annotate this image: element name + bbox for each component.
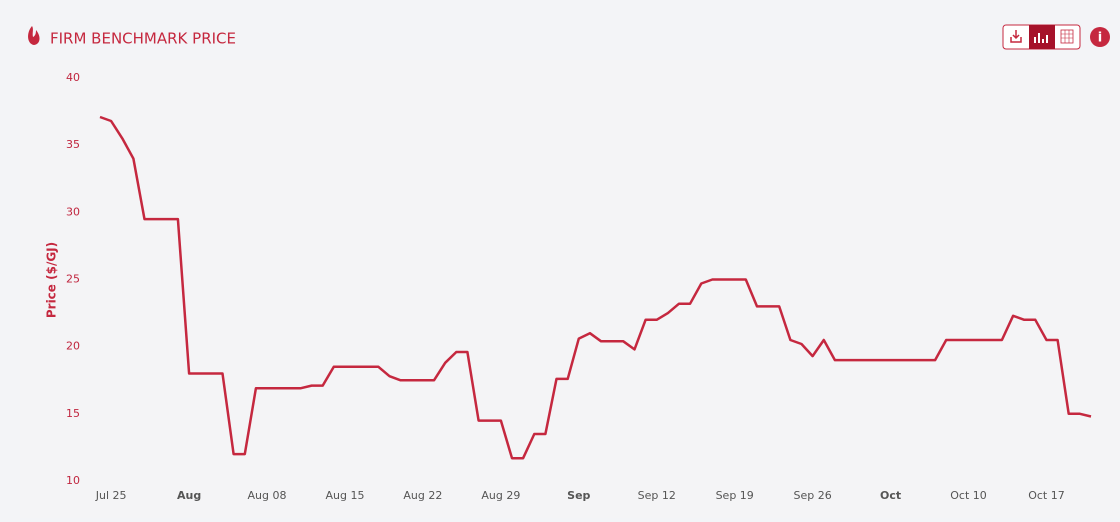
plot-background: [20, 60, 1120, 518]
y-tick-label: 25: [66, 273, 80, 286]
x-tick-label: Jul 25: [95, 489, 127, 502]
y-tick-label: 40: [66, 71, 80, 84]
table-view-button[interactable]: [1060, 29, 1074, 44]
y-tick-label: 10: [66, 474, 80, 487]
x-tick-label: Aug 15: [325, 489, 364, 502]
flame-icon: [28, 26, 40, 45]
download-button[interactable]: [1010, 30, 1022, 43]
y-tick-label: 35: [66, 138, 80, 151]
toolbar: [1002, 24, 1081, 50]
x-tick-label: Oct 17: [1028, 489, 1065, 502]
info-icon: i: [1098, 31, 1102, 46]
y-tick-label: 15: [66, 407, 80, 420]
info-button[interactable]: [1090, 27, 1110, 47]
x-tick-label: Aug 08: [248, 489, 287, 502]
x-tick-label: Sep 12: [638, 489, 676, 502]
chart-title: FIRM BENCHMARK PRICE: [50, 30, 236, 48]
x-tick-label: Oct: [880, 489, 901, 502]
x-tick-label: Sep 26: [794, 489, 832, 502]
y-tick-label: 20: [66, 340, 80, 353]
x-tick-label: Aug 29: [481, 489, 520, 502]
x-tick-label: Sep: [567, 489, 590, 502]
x-tick-label: Aug 22: [403, 489, 442, 502]
y-tick-label: 30: [66, 205, 80, 218]
line-series: [99, 115, 1092, 460]
x-tick-label: Sep 19: [716, 489, 754, 502]
y-axis-label: Price ($/GJ): [45, 242, 59, 318]
x-tick-label: Oct 10: [950, 489, 987, 502]
chart-view-button[interactable]: [1029, 25, 1055, 49]
x-tick-label: Aug: [177, 489, 201, 502]
chart-icon: [1034, 33, 1048, 43]
